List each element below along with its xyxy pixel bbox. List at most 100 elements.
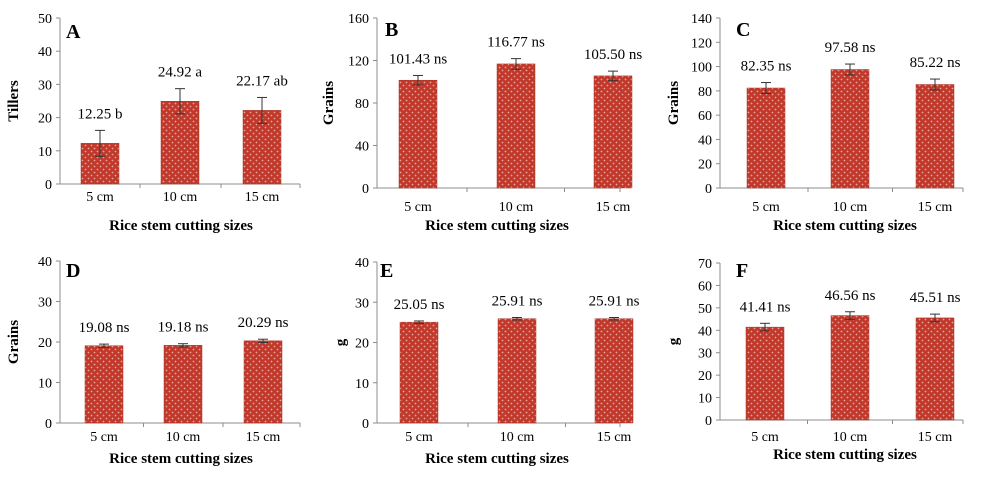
chart-panel-a: 0 10 20 30 40 50 12.25 b 5 cm 24.92 a 10 cm 22.17 … — [6, 12, 301, 234]
data-label: 101.43 ns — [389, 51, 448, 67]
bar — [593, 75, 633, 189]
y-tick-label: 0 — [705, 182, 712, 197]
x-tick-label: 15 cm — [597, 430, 632, 445]
bar — [830, 315, 870, 421]
y-tick-label: 30 — [38, 296, 52, 311]
data-label: 45.51 ns — [910, 290, 961, 306]
bar — [163, 345, 203, 424]
y-axis-label: g — [333, 338, 349, 346]
y-tick-label: 80 — [355, 97, 369, 112]
x-tick-label: 5 cm — [751, 430, 779, 445]
x-tick-label: 10 cm — [499, 200, 534, 215]
y-axis-label: Tillers — [6, 80, 22, 122]
y-tick-label: 120 — [691, 36, 712, 51]
data-label: 25.05 ns — [394, 297, 445, 313]
y-tick-label: 70 — [698, 257, 712, 272]
y-tick-label: 20 — [698, 158, 712, 173]
bar — [594, 318, 634, 424]
y-tick-label: 20 — [698, 369, 712, 384]
y-tick-label: 20 — [355, 337, 369, 352]
y-axis-label: Grains — [666, 81, 682, 125]
x-tick-label: 5 cm — [90, 430, 118, 445]
x-tick-label: 15 cm — [245, 190, 280, 205]
y-tick-label: 30 — [38, 78, 52, 93]
bar — [496, 63, 536, 189]
x-axis-label: Rice stem cutting sizes — [109, 218, 253, 234]
data-label: 22.17 ab — [236, 73, 288, 89]
chart-panel-e: 0 10 20 30 40 25.05 ns 5 cm 25.91 ns 10 cm 25.91 … — [333, 256, 640, 467]
data-label: 85.22 ns — [910, 55, 961, 71]
x-tick-label: 15 cm — [918, 200, 953, 215]
y-tick-label: 80 — [698, 85, 712, 100]
data-label: 82.35 ns — [741, 59, 792, 75]
chart-panel-f: 0 10 20 30 40 50 60 70 41.41 ns 5 cm 46.56 ns 10 cm… — [666, 257, 964, 463]
x-axis-label: Rice stem cutting sizes — [773, 447, 917, 463]
y-tick-label: 20 — [38, 336, 52, 351]
bar — [84, 345, 124, 424]
panel-letter: F — [736, 260, 748, 282]
y-tick-label: 0 — [362, 417, 369, 432]
y-axis-label: Grains — [321, 81, 337, 125]
y-tick-label: 30 — [355, 296, 369, 311]
x-axis-label: Rice stem cutting sizes — [773, 218, 917, 234]
data-label: 41.41 ns — [740, 299, 791, 315]
x-tick-label: 15 cm — [596, 200, 631, 215]
data-label: 19.08 ns — [79, 320, 130, 336]
y-axis-label: g — [666, 337, 682, 345]
x-tick-label: 15 cm — [918, 430, 953, 445]
x-tick-label: 10 cm — [833, 430, 868, 445]
x-tick-label: 5 cm — [86, 190, 114, 205]
chart-panel-b: 0 40 80 120 160 101.43 ns 5 cm 116.77 ns 10 cm 10… — [321, 12, 642, 234]
data-label: 25.91 ns — [492, 294, 543, 310]
bar — [915, 317, 955, 421]
y-tick-label: 40 — [355, 140, 369, 155]
y-tick-label: 50 — [38, 12, 52, 27]
y-tick-label: 160 — [348, 12, 369, 27]
x-tick-label: 5 cm — [405, 430, 433, 445]
panel-letter: A — [66, 21, 81, 43]
bar — [746, 87, 786, 189]
y-axis-label: Grains — [6, 320, 22, 364]
y-tick-label: 50 — [698, 302, 712, 317]
y-tick-label: 40 — [38, 45, 52, 60]
y-tick-label: 20 — [38, 112, 52, 127]
x-tick-label: 15 cm — [246, 430, 281, 445]
data-label: 20.29 ns — [238, 315, 289, 331]
data-label: 46.56 ns — [825, 288, 876, 304]
x-tick-label: 10 cm — [833, 200, 868, 215]
y-tick-label: 10 — [38, 377, 52, 392]
y-tick-label: 40 — [38, 255, 52, 270]
y-tick-label: 100 — [691, 61, 712, 76]
x-axis-label: Rice stem cutting sizes — [425, 451, 569, 467]
y-tick-label: 40 — [355, 256, 369, 271]
y-tick-label: 10 — [38, 145, 52, 160]
panel-letter: B — [385, 19, 398, 41]
data-label: 25.91 ns — [589, 294, 640, 310]
panel-letter: C — [736, 19, 750, 41]
y-tick-label: 40 — [698, 324, 712, 339]
y-tick-label: 60 — [698, 279, 712, 294]
y-tick-label: 10 — [355, 377, 369, 392]
x-tick-label: 10 cm — [166, 430, 201, 445]
data-label: 105.50 ns — [584, 47, 643, 63]
bar — [243, 340, 283, 424]
x-tick-label: 5 cm — [752, 200, 780, 215]
y-tick-label: 0 — [705, 414, 712, 429]
panel-letter: D — [66, 260, 80, 282]
data-label: 116.77 ns — [487, 35, 545, 51]
x-axis-label: Rice stem cutting sizes — [425, 218, 569, 234]
y-tick-label: 30 — [698, 347, 712, 362]
panel-letter: E — [380, 260, 393, 282]
data-label: 24.92 a — [158, 65, 203, 81]
x-tick-label: 10 cm — [500, 430, 535, 445]
chart-panel-c: 0 20 40 60 80 100 120 140 82.35 ns 5 cm 97.58 ns 10… — [666, 12, 964, 234]
y-tick-label: 10 — [698, 392, 712, 407]
bar — [497, 318, 537, 424]
bar — [160, 101, 200, 185]
y-tick-label: 0 — [45, 417, 52, 432]
y-tick-label: 40 — [698, 133, 712, 148]
bar — [915, 84, 955, 189]
chart-panel-d: 0 10 20 30 40 19.08 ns 5 cm 19.18 ns 10 cm 20.29 … — [6, 255, 301, 467]
y-tick-label: 60 — [698, 109, 712, 124]
